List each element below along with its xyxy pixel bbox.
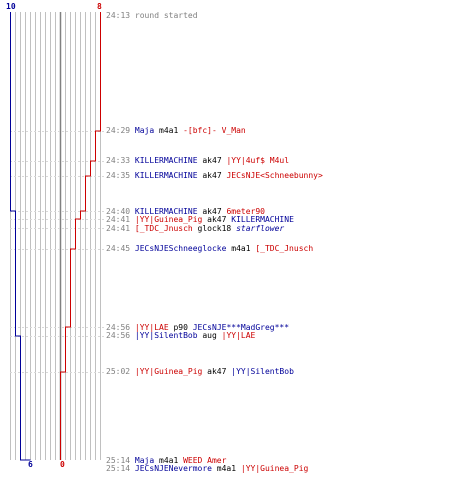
log-player: JECsNJENevermore (134, 464, 212, 473)
log-time: 24:45 (106, 244, 131, 253)
log-player: JECsNJESchneeglocke (134, 244, 227, 253)
log-player: |YY|Guinea_Pig (134, 215, 203, 224)
log-entry: 24:56 |YY|LAE p90 JECsNJE***MadGreg*** (106, 323, 289, 332)
log-player: starflower (236, 224, 285, 233)
log-weapon: m4a1 (226, 244, 256, 253)
log-weapon: p90 (168, 323, 193, 332)
log-player: |YY|Guinea_Pig (134, 367, 203, 376)
log-time: 25:02 (106, 367, 131, 376)
log-weapon: m4a1 (211, 464, 241, 473)
log-player: [_TDC_Jnusch (134, 224, 193, 233)
log-player: |YY|LAE (134, 323, 169, 332)
log-weapon: m4a1 (154, 456, 184, 465)
log-player: KILLERMACHINE (231, 215, 294, 224)
log-player: |YY|SilentBob (134, 331, 198, 340)
log-weapon: ak47 (197, 207, 227, 216)
series-line-blue (10, 12, 31, 461)
log-player: Maja (134, 126, 155, 135)
log-entry: 24:41 [_TDC_Jnusch glock18 starflower (106, 224, 284, 233)
log-player: Maja (134, 456, 155, 465)
blue-end-count: 6 (28, 460, 33, 469)
log-weapon: ak47 (202, 215, 232, 224)
log-time: 24:40 (106, 207, 131, 216)
log-player: -[bfc]- V_Man (183, 126, 246, 135)
log-time: 25:14 (106, 464, 131, 473)
log-player: KILLERMACHINE (134, 171, 198, 180)
log-time: 24:29 (106, 126, 131, 135)
log-entry: 25:14 JECsNJENevermore m4a1 |YY|Guinea_P… (106, 464, 308, 473)
red-start-count: 8 (97, 2, 102, 11)
log-entry: 25:02 |YY|Guinea_Pig ak47 |YY|SilentBob (106, 367, 294, 376)
log-time: 24:56 (106, 331, 131, 340)
log-time: 24:41 (106, 224, 131, 233)
log-entry: 24:56 |YY|SilentBob aug |YY|LAE (106, 331, 255, 340)
log-weapon: ak47 (197, 171, 227, 180)
log-entry: 24:45 JECsNJESchneeglocke m4a1 [_TDC_Jnu… (106, 244, 313, 253)
log-entry: 24:13 round started (106, 11, 198, 20)
log-time: 24:13 (106, 11, 131, 20)
log-entry: 24:40 KILLERMACHINE ak47 6meter90 (106, 207, 265, 216)
log-entry: 24:35 KILLERMACHINE ak47 JECsNJE<Schneeb… (106, 171, 323, 180)
log-player: |YY|LAE (221, 331, 256, 340)
log-player: WEED Amer (183, 456, 227, 465)
log-player: JECsNJE***MadGreg*** (192, 323, 290, 332)
log-weapon: ak47 (197, 156, 227, 165)
log-player: |YY|SilentBob (231, 367, 294, 376)
log-player: KILLERMACHINE (134, 156, 198, 165)
log-player: [_TDC_Jnusch (255, 244, 314, 253)
red-end-count: 0 (60, 460, 65, 469)
log-weapon: aug (197, 331, 222, 340)
log-player: |YY|Guinea_Pig (240, 464, 309, 473)
log-time: 24:56 (106, 323, 131, 332)
log-time: 24:33 (106, 156, 131, 165)
log-weapon: m4a1 (154, 126, 184, 135)
log-entry: 24:41 |YY|Guinea_Pig ak47 KILLERMACHINE (106, 215, 294, 224)
log-player: JECsNJE<Schneebunny> (226, 171, 323, 180)
log-time: 25:14 (106, 456, 131, 465)
log-player: |YY|4uf$ M4ul (226, 156, 290, 165)
log-entry: 25:14 Maja m4a1 WEED Amer (106, 456, 226, 465)
log-weapon: glock18 (192, 224, 237, 233)
log-entry: 24:29 Maja m4a1 -[bfc]- V_Man (106, 126, 246, 135)
log-entry: 24:33 KILLERMACHINE ak47 |YY|4uf$ M4ul (106, 156, 289, 165)
log-time: 24:35 (106, 171, 131, 180)
blue-start-count: 10 (6, 2, 16, 11)
series-line-red (60, 12, 101, 460)
log-weapon: ak47 (202, 367, 232, 376)
log-player: 6meter90 (226, 207, 265, 216)
log-event: round started (134, 11, 198, 20)
log-player: KILLERMACHINE (134, 207, 198, 216)
log-time: 24:41 (106, 215, 131, 224)
